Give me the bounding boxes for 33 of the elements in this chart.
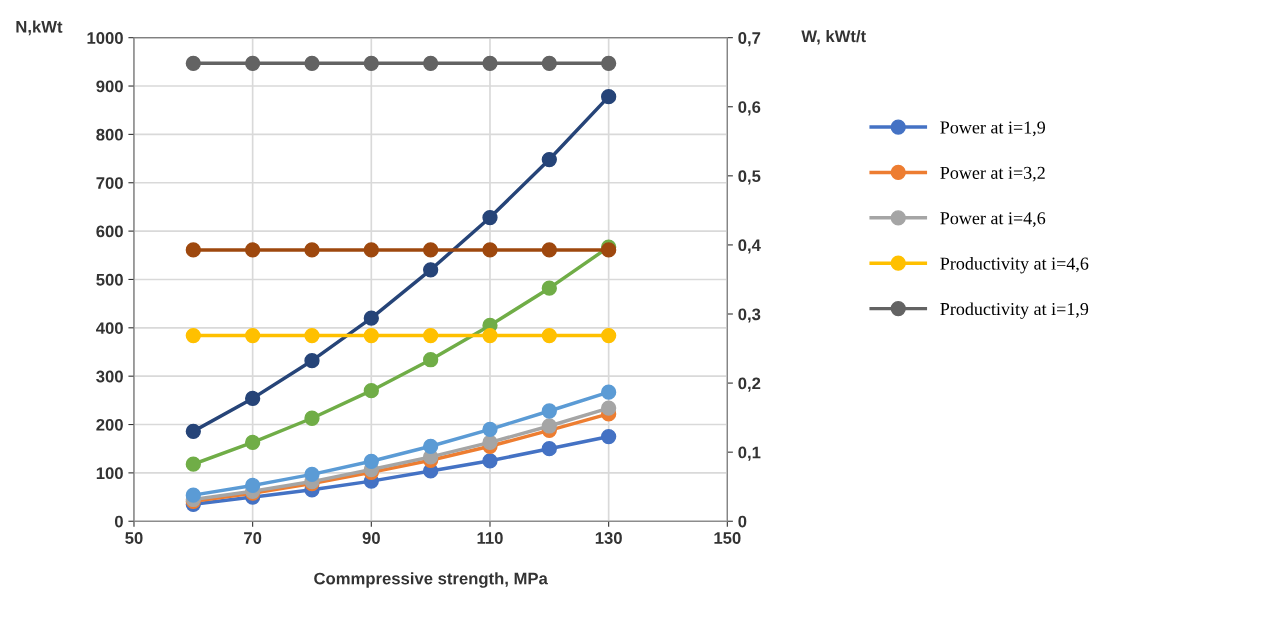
x-tick-label: 150 [714, 532, 741, 544]
legend-label: Power at i=3,2 [940, 166, 1045, 182]
legend-label: Productivity at i=1,9 [940, 302, 1089, 319]
y2-tick-label: 0,3 [738, 308, 761, 323]
y2-tick-label: 0,7 [738, 32, 761, 47]
y-tick-label: 800 [96, 128, 123, 141]
y-tick-label: 0 [114, 515, 123, 528]
y2-tick-label: 0,6 [738, 101, 761, 116]
y-tick-label: 700 [96, 177, 123, 189]
x-tick-label: 70 [244, 532, 262, 544]
y2-tick-label: 0,5 [738, 170, 761, 185]
x-tick-label: 90 [362, 532, 380, 544]
y2-axis-title: W, kWt/t [801, 29, 866, 45]
y-tick-label: 1000 [87, 32, 123, 44]
x-axis-title: Commpressive strength, MPa [314, 572, 548, 588]
x-tick-label: 50 [125, 532, 143, 544]
y-tick-label: 100 [96, 467, 123, 480]
y-tick-label: 600 [96, 225, 123, 238]
legend-label: Productivity at i=4,6 [940, 256, 1089, 274]
y2-tick-label: 0,4 [738, 239, 761, 254]
y-tick-label: 500 [96, 273, 123, 286]
y2-tick-label: 0 [738, 515, 747, 528]
legend-label: Power at i=4,6 [940, 212, 1046, 227]
y2-tick-label: 0,1 [738, 446, 761, 461]
y-tick-label: 300 [96, 370, 123, 383]
legend-label: Power at i=1,9 [940, 121, 1045, 137]
y-tick-label: 200 [96, 418, 123, 431]
y-tick-label: 400 [96, 322, 123, 335]
x-tick-label: 130 [595, 532, 622, 544]
x-tick-label: 110 [477, 532, 503, 544]
y-axis-title: N,kWt [16, 20, 63, 36]
y2-tick-label: 0,2 [738, 377, 761, 392]
y-tick-label: 900 [96, 80, 123, 93]
